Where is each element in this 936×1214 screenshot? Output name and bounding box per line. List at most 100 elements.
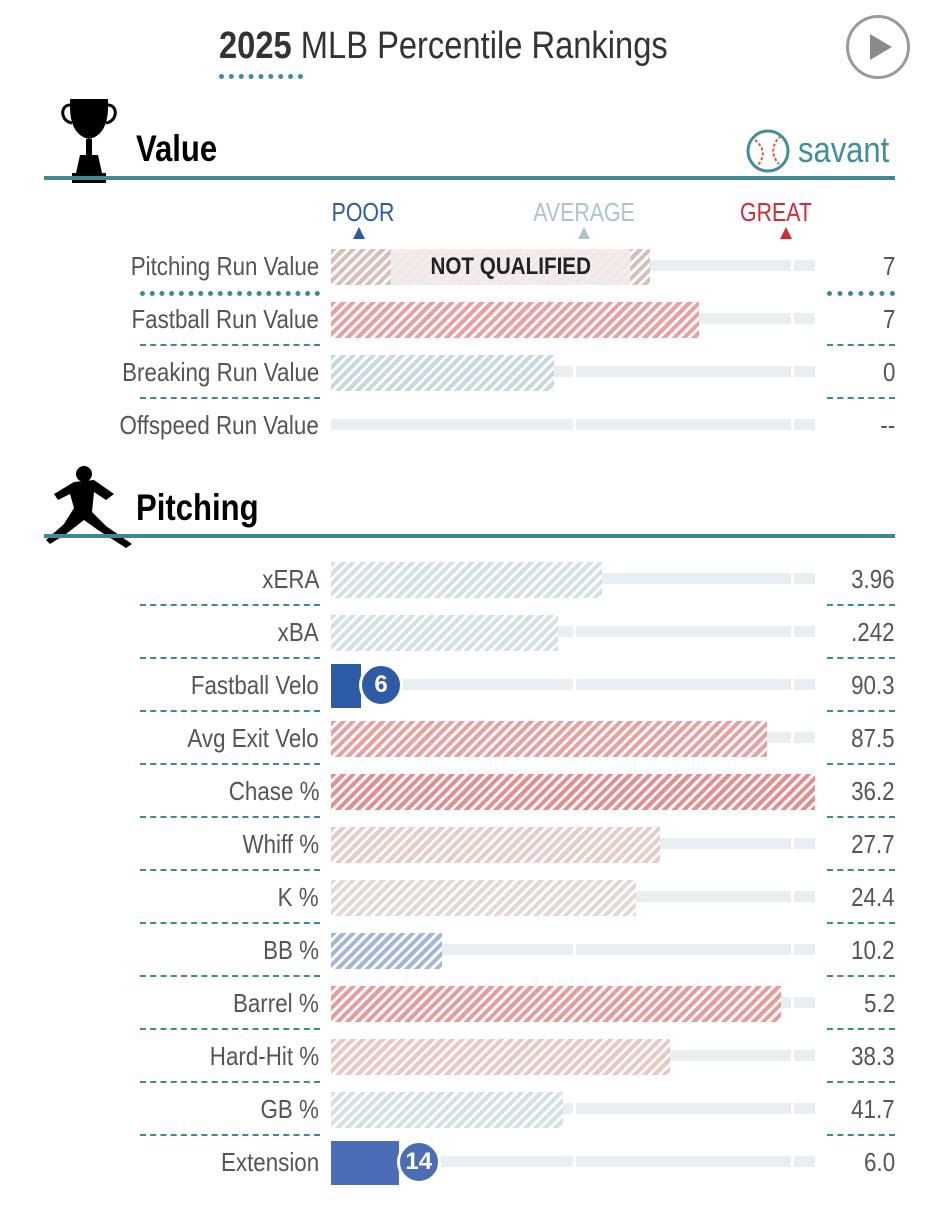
percentile-bar — [331, 562, 603, 598]
row-divider — [140, 922, 320, 924]
percentile-track — [331, 1103, 815, 1114]
row-label: Breaking Run Value — [121, 357, 319, 387]
row-label: Barrel % — [233, 988, 319, 1018]
row-label: Offspeed Run Value — [119, 410, 319, 440]
track-marker — [790, 997, 794, 1008]
scale-great-arrow — [780, 227, 792, 239]
percentile-row[interactable]: Fastball Velo 6 90.3 — [0, 663, 936, 721]
row-value: 41.7 — [851, 1094, 895, 1124]
row-label: Chase % — [228, 776, 319, 806]
track-marker — [573, 626, 576, 637]
track-marker — [790, 626, 794, 637]
scale-average-label: AVERAGE — [533, 197, 635, 227]
row-divider — [140, 344, 320, 346]
track-marker — [790, 944, 794, 955]
percentile-row[interactable]: Hard-Hit % 38.3 — [0, 1039, 936, 1092]
percentile-bar — [331, 664, 361, 708]
row-divider — [827, 291, 895, 296]
percentile-row[interactable]: Fastball Run Value 7 — [0, 302, 936, 355]
percentile-row[interactable]: Pitching Run Value NOT QUALIFIED 7 — [0, 249, 936, 302]
row-label: xERA — [261, 564, 319, 594]
track-marker — [790, 732, 794, 743]
row-value: 90.3 — [851, 670, 895, 700]
track-marker — [790, 366, 794, 377]
row-divider — [140, 1028, 320, 1030]
row-divider — [827, 763, 895, 765]
percentile-row[interactable]: Offspeed Run Value -- — [0, 408, 936, 461]
row-value: 7 — [882, 251, 895, 281]
percentile-row[interactable]: BB % 10.2 — [0, 933, 936, 986]
row-divider — [827, 922, 895, 924]
row-value: -- — [880, 410, 895, 440]
page-title: 2025 MLB Percentile Rankings — [219, 22, 668, 70]
row-label: GB % — [260, 1094, 319, 1124]
not-qualified-label: NOT QUALIFIED — [390, 249, 631, 285]
row-divider — [827, 397, 895, 399]
track-marker — [790, 1050, 794, 1061]
percentile-bar — [331, 880, 636, 916]
percentile-row[interactable]: K % 24.4 — [0, 880, 936, 933]
track-marker — [573, 1103, 576, 1114]
percentile-row[interactable]: xERA 3.96 — [0, 562, 936, 615]
row-label: BB % — [263, 935, 319, 965]
title-year: 2025 — [219, 25, 292, 67]
row-value: 0 — [882, 357, 895, 387]
row-divider — [827, 1134, 895, 1136]
row-value: 27.7 — [851, 829, 895, 859]
track-marker — [790, 891, 794, 902]
track-marker — [790, 260, 794, 271]
row-label: Pitching Run Value — [130, 251, 319, 281]
row-value: 6.0 — [863, 1147, 895, 1177]
scale-poor-arrow — [353, 227, 365, 239]
percentile-track — [331, 1156, 815, 1167]
row-divider — [140, 710, 320, 712]
play-button[interactable] — [846, 15, 910, 79]
percentile-track — [331, 626, 815, 637]
percentile-bar — [331, 615, 559, 651]
scale-great-label: GREAT — [740, 197, 812, 227]
track-marker — [573, 1156, 576, 1167]
percentile-bar — [331, 1039, 670, 1075]
track-marker — [790, 679, 794, 690]
row-value: 3.96 — [851, 564, 895, 594]
scale-poor-label: POOR — [331, 197, 395, 227]
row-label: K % — [277, 882, 319, 912]
track-marker — [573, 366, 576, 377]
track-marker — [790, 1156, 794, 1167]
percentile-row[interactable]: Avg Exit Velo 87.5 — [0, 721, 936, 774]
trophy-icon — [61, 99, 117, 183]
percentile-bar — [331, 933, 443, 969]
percentile-track — [331, 944, 815, 955]
row-label: Fastball Velo — [190, 670, 319, 700]
percentile-row[interactable]: xBA .242 — [0, 615, 936, 668]
percentile-bar — [331, 302, 699, 338]
play-icon — [870, 34, 892, 60]
row-value: 36.2 — [851, 776, 895, 806]
row-divider — [140, 397, 320, 399]
row-value: .242 — [851, 617, 895, 647]
row-divider — [827, 1028, 895, 1030]
pitching-section-rule — [44, 534, 895, 538]
row-divider — [140, 604, 320, 606]
percentile-row[interactable]: Breaking Run Value 0 — [0, 355, 936, 408]
percentile-row[interactable]: GB % 41.7 — [0, 1092, 936, 1145]
track-marker — [573, 679, 576, 690]
row-value: 10.2 — [851, 935, 895, 965]
track-marker — [790, 313, 794, 324]
row-value: 24.4 — [851, 882, 895, 912]
percentile-row[interactable]: Barrel % 5.2 — [0, 986, 936, 1039]
percentile-row[interactable]: Whiff % 27.7 — [0, 827, 936, 880]
track-marker — [790, 419, 794, 430]
savant-text: savant — [798, 129, 890, 170]
scale-average-arrow — [578, 227, 590, 239]
value-section-rule — [44, 176, 895, 180]
percentile-row[interactable]: Chase % 36.2 — [0, 774, 936, 827]
title-text: MLB Percentile Rankings — [291, 25, 668, 67]
row-label: Hard-Hit % — [209, 1041, 319, 1071]
percentile-row[interactable]: Extension 14 6.0 — [0, 1140, 936, 1198]
row-divider — [827, 604, 895, 606]
percentile-bar — [331, 721, 767, 757]
percentile-bar — [331, 1141, 399, 1185]
track-marker — [790, 838, 794, 849]
row-divider — [140, 657, 320, 659]
